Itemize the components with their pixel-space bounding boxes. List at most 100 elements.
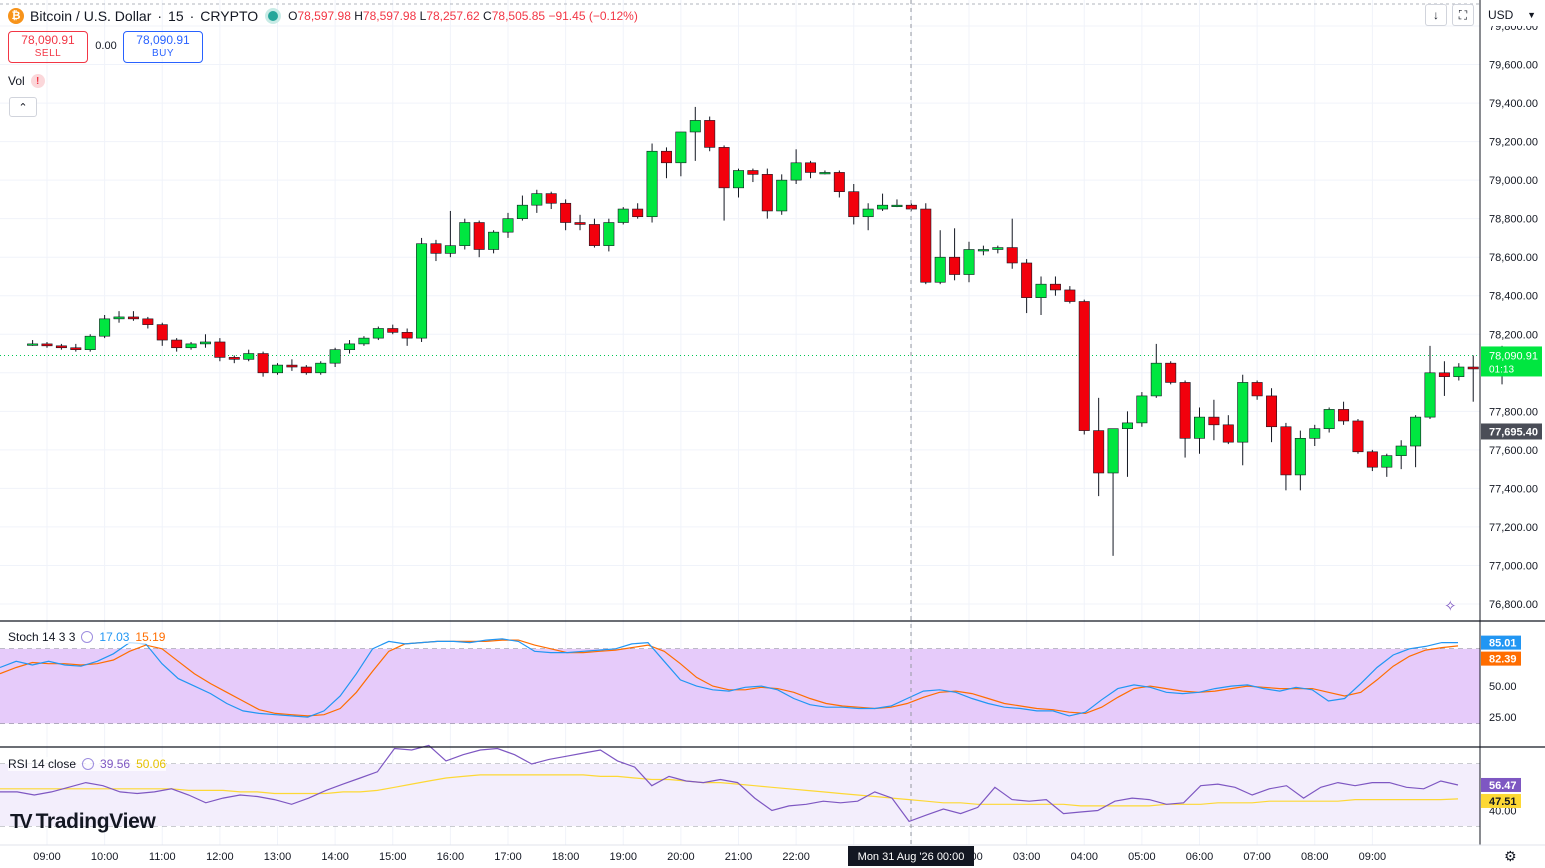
candle-body [862, 208, 874, 218]
price-axis[interactable]: 79,800.0079,600.0079,400.0079,200.0079,0… [1481, 21, 1542, 611]
candle-body [55, 345, 67, 349]
candle-body [1121, 422, 1133, 429]
candle [329, 347, 341, 368]
candle-body [790, 162, 802, 181]
candle [963, 241, 975, 283]
candle-body [1136, 395, 1148, 424]
candle [214, 338, 226, 362]
stoch-k-line [0, 638, 1458, 718]
candle [1208, 399, 1220, 441]
rsi-legend[interactable]: RSI 14 close 39.56 50.06 [8, 757, 167, 771]
candle-body [185, 343, 197, 349]
candle-body [891, 204, 903, 207]
collapse-legend-button[interactable]: ⌃ [9, 97, 37, 117]
candle [891, 199, 903, 208]
price-tick-label: 79,000.00 [1489, 175, 1538, 187]
candle [574, 214, 586, 231]
candle [761, 168, 773, 219]
candle-body [833, 172, 845, 192]
candle-body [689, 120, 701, 133]
warning-icon[interactable]: ! [30, 74, 45, 88]
candle [430, 239, 442, 262]
candle [1049, 276, 1061, 296]
candle-body [142, 318, 154, 325]
candle [733, 168, 744, 198]
sell-button[interactable]: 78,090.91 SELL [8, 31, 88, 63]
exchange: CRYPTO [200, 8, 259, 24]
candle [84, 334, 96, 352]
candle-body [99, 318, 111, 337]
symbol-name[interactable]: Bitcoin / U.S. Dollar [30, 8, 152, 24]
candle [228, 355, 240, 364]
candle-body [372, 328, 384, 339]
rsi-line [0, 744, 1459, 823]
time-tick-label: 16:00 [437, 851, 465, 863]
candle-body [1366, 451, 1378, 468]
gear-icon[interactable]: ⚙ [1504, 848, 1517, 864]
candle-body [243, 353, 255, 360]
candle [1410, 415, 1422, 468]
pane-dividers[interactable] [0, 0, 1545, 846]
scroll-to-latest-button[interactable]: ↓ [1425, 4, 1447, 26]
candle [113, 311, 125, 323]
time-tick-label: 05:00 [1128, 851, 1156, 863]
candle [588, 218, 600, 248]
candle-body [805, 162, 817, 173]
candle [790, 149, 802, 184]
candle-body [934, 256, 946, 283]
candle [877, 193, 889, 211]
candle [1395, 440, 1407, 470]
tradingview-logo-icon: TV [10, 810, 32, 833]
price-tick-label: 79,200.00 [1489, 137, 1538, 149]
currency-select[interactable]: USD ▼ [1482, 4, 1544, 26]
chevron-up-icon: ⌃ [18, 101, 28, 114]
stoch-k-badge [1481, 635, 1521, 650]
volume-legend[interactable]: Vol ! [8, 74, 45, 88]
sparkle-icon[interactable]: ✧ [1444, 598, 1457, 615]
rsi-tick-label: 40.00 [1489, 806, 1517, 818]
candle-body [560, 202, 572, 223]
time-tick-label: 22:00 [782, 851, 810, 863]
candle-body [459, 222, 471, 246]
candle-body [199, 341, 211, 345]
candle-body [531, 193, 543, 206]
time-axis[interactable]: 09:00 10:00 11:00 12:00 13:00 14:00 15:00 16:00… [33, 846, 1386, 866]
last-price-badge [1481, 346, 1542, 377]
volume-label: Vol [8, 74, 25, 88]
candle-body [416, 243, 428, 339]
eye-icon[interactable] [82, 758, 95, 770]
candle [444, 210, 456, 258]
candle [127, 311, 139, 321]
candle [992, 245, 1004, 254]
rsi-lines [0, 744, 1459, 823]
candle [805, 160, 817, 179]
tradingview-wordmark: TradingView [35, 810, 156, 833]
candle [55, 343, 67, 350]
candle [1266, 388, 1278, 443]
price-tick-label: 78,600.00 [1489, 252, 1538, 264]
buy-button[interactable]: 78,090.91 BUY [123, 31, 203, 63]
interval[interactable]: 15 [168, 8, 184, 24]
candle-body [660, 150, 672, 164]
stoch-legend[interactable]: Stoch 14 3 3 17.03 15.19 [8, 630, 166, 644]
candle [459, 218, 471, 250]
rsi-ma-axis-label: 47.51 [1489, 796, 1517, 808]
time-tick-label: 08:00 [1301, 851, 1329, 863]
candle-body [1150, 362, 1162, 397]
eye-icon[interactable] [81, 631, 94, 643]
candle-body [1078, 301, 1090, 431]
tradingview-logo[interactable]: TV TradingView [10, 810, 156, 834]
candle-body [646, 150, 658, 218]
candle [545, 191, 557, 210]
candle-body [1035, 283, 1047, 298]
candle [848, 183, 860, 225]
symbol-legend[interactable]: ₿ Bitcoin / U.S. Dollar · 15 · CRYPTO O7… [8, 6, 638, 26]
candle-body [127, 316, 139, 320]
fullscreen-button[interactable]: ⛶ [1452, 4, 1474, 26]
buy-price: 78,090.91 [136, 33, 190, 47]
candle [1078, 299, 1090, 435]
rsi-ma-line [0, 774, 1459, 807]
candle-body [1208, 416, 1220, 426]
candle [603, 218, 615, 252]
